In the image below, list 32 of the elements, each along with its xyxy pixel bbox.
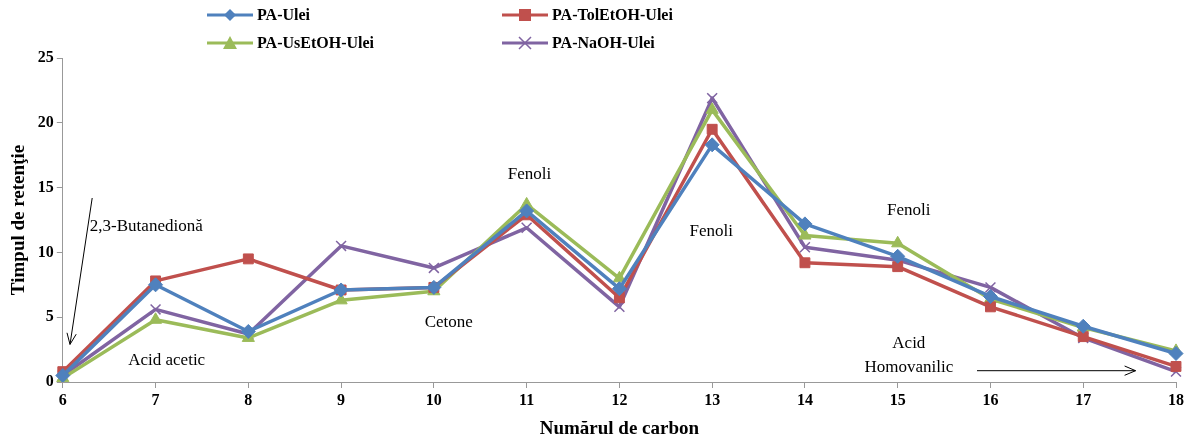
legend-label: PA-TolEtOH-Ulei xyxy=(552,6,673,24)
legend-label: PA-NaOH-Ulei xyxy=(552,34,655,52)
legend-label: PA-Ulei xyxy=(257,6,311,24)
x-tick-label: 7 xyxy=(151,390,160,408)
x-tick-label: 9 xyxy=(337,390,346,408)
annotation: Fenoli xyxy=(507,164,552,184)
y-tick-label: 0 xyxy=(45,372,54,390)
x-axis-title: Numărul de carbon xyxy=(539,416,700,438)
annotation: 2,3-Butanedionă xyxy=(89,215,204,235)
legend-label: PA-UsEtOH-Ulei xyxy=(257,34,375,52)
x-tick-label: 6 xyxy=(58,390,67,408)
x-tick-label: 10 xyxy=(425,390,442,408)
annotation: Acid Homovanilic xyxy=(864,332,954,376)
y-tick-label: 25 xyxy=(37,48,54,66)
x-tick-label: 17 xyxy=(1075,390,1092,408)
annotation: Acid acetic xyxy=(128,350,206,370)
x-tick-label: 15 xyxy=(889,390,906,408)
x-tick-label: 8 xyxy=(244,390,253,408)
x-tick-label: 11 xyxy=(519,390,535,408)
annotation: Cetone xyxy=(424,311,473,331)
y-tick-label: 5 xyxy=(45,307,54,325)
x-tick-label: 16 xyxy=(982,390,999,408)
annotation: Fenoli xyxy=(887,200,931,220)
x-tick-label: 14 xyxy=(796,390,813,408)
y-tick-label: 15 xyxy=(37,177,54,195)
annotation: Fenoli xyxy=(689,221,734,241)
y-tick-label: 10 xyxy=(37,242,54,260)
y-tick-label: 20 xyxy=(37,112,54,130)
x-tick-label: 13 xyxy=(704,390,721,408)
x-tick-label: 18 xyxy=(1168,390,1184,408)
y-axis-title: Timpul de retenţie xyxy=(7,144,29,296)
x-tick-label: 12 xyxy=(611,390,628,408)
